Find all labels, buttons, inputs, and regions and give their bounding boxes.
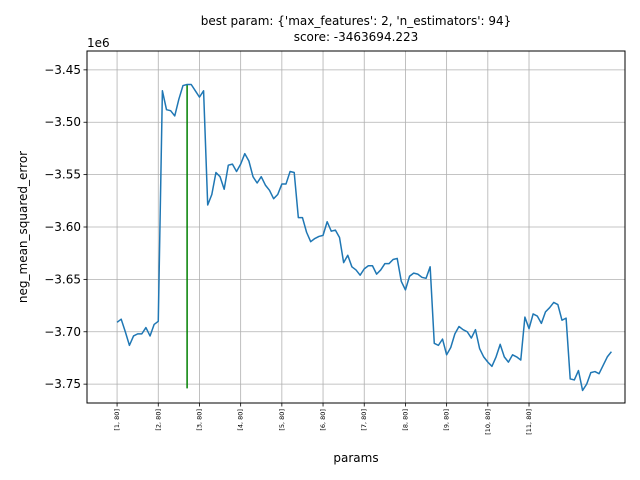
x-axis-label: params [333,451,378,465]
x-tick-label: [6, 80] [319,409,327,431]
series-layer [116,83,612,392]
x-tick-label: [3, 80] [195,409,203,431]
x-tick-label: [8, 80] [401,409,409,431]
y-tick-label: −3.70 [44,325,81,339]
chart-title-line2: score: -3463694.223 [294,30,419,44]
y-tick-label: −3.50 [44,115,81,129]
grid [87,51,625,403]
y-offset-label: 1e6 [87,36,110,50]
x-tick-label: [9, 80] [443,409,451,431]
x-axis: [1, 80] [2, 80] [3, 80] [4, 80] [5, 80] [6, 8… [113,403,533,435]
x-tick-label: [4, 80] [237,409,245,431]
x-tick-label: [5, 80] [278,409,286,431]
y-tick-label: −3.60 [44,220,81,234]
y-tick-label: −3.55 [44,168,81,182]
y-axis: −3.75 −3.70 −3.65 −3.60 −3.55 −3.50 −3.45 [44,63,87,391]
y-tick-label: −3.45 [44,63,81,77]
y-axis-label: neg_mean_squared_error [16,151,30,303]
y-tick-label: −3.75 [44,377,81,391]
series-line [116,83,612,392]
x-tick-label: [10, 80] [484,409,492,435]
x-tick-label: [7, 80] [360,409,368,431]
chart-title-line1: best param: {'max_features': 2, 'n_estim… [201,14,512,28]
x-tick-label: [11, 80] [525,409,533,435]
x-tick-label: [1, 80] [113,409,121,431]
x-tick-label: [2, 80] [154,409,162,431]
y-tick-label: −3.65 [44,272,81,286]
